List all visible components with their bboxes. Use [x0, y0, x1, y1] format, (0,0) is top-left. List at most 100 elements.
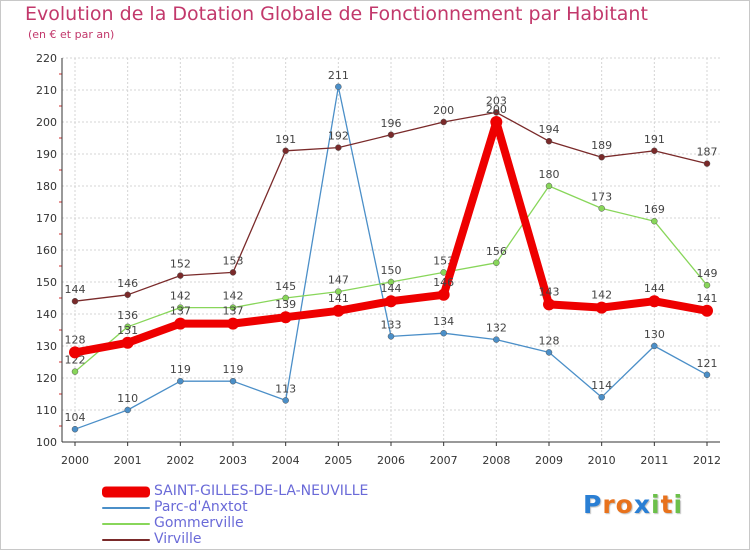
data-point: [701, 304, 713, 317]
data-point: [71, 425, 79, 433]
data-label: 192: [328, 130, 349, 143]
data-label: 150: [381, 264, 402, 277]
data-label: 149: [697, 267, 718, 280]
y-tick-label: 180: [36, 180, 57, 193]
data-point: [282, 397, 289, 404]
x-tick-label: 2002: [166, 454, 194, 467]
data-label: 200: [486, 103, 507, 116]
data-label: 147: [328, 274, 349, 287]
data-point: [651, 342, 658, 350]
data-point: [71, 297, 79, 305]
logo-letter: i: [651, 490, 661, 519]
data-point: [121, 336, 134, 349]
data-point: [703, 371, 711, 379]
y-tick-label: 130: [36, 340, 57, 353]
data-label: 144: [644, 282, 665, 295]
x-tick-label: 2008: [482, 454, 510, 467]
data-point: [124, 291, 131, 299]
data-label: 137: [223, 305, 244, 318]
chart-subtitle: (en € et par an): [28, 28, 115, 41]
data-point: [69, 346, 81, 359]
data-label: 173: [591, 190, 612, 203]
data-point: [703, 281, 711, 289]
data-point: [545, 349, 553, 356]
data-point: [124, 323, 131, 331]
logo-letter: P: [583, 490, 603, 519]
y-tick-label: 140: [36, 308, 57, 321]
data-point: [648, 295, 661, 308]
y-tick-label: 210: [36, 84, 57, 97]
data-point: [545, 137, 553, 145]
legend-label: Virville: [154, 531, 202, 547]
data-point: [437, 288, 450, 301]
legend-swatch: [100, 532, 152, 548]
y-tick-label: 200: [36, 116, 57, 129]
y-tick-label: 120: [36, 372, 57, 385]
data-point: [387, 278, 395, 286]
data-point: [385, 295, 397, 308]
data-point: [598, 153, 605, 161]
data-point: [493, 259, 500, 267]
logo-letter: x: [633, 490, 651, 519]
data-label: 119: [170, 363, 191, 376]
data-label: 146: [117, 277, 138, 290]
data-label: 143: [539, 285, 560, 298]
data-label: 122: [65, 354, 86, 367]
data-point: [177, 272, 184, 279]
x-tick-label: 2011: [640, 454, 668, 467]
data-label: 142: [591, 289, 612, 302]
data-label: 142: [223, 290, 244, 303]
data-point: [227, 317, 239, 330]
data-point: [598, 205, 605, 212]
y-tick-label: 110: [36, 404, 57, 417]
data-point: [703, 160, 711, 167]
data-point: [174, 317, 187, 330]
data-point: [598, 393, 605, 401]
y-tick-label: 150: [36, 276, 57, 289]
data-label: 128: [65, 333, 86, 346]
data-label: 119: [223, 363, 244, 376]
data-point: [229, 377, 237, 385]
data-point: [335, 288, 342, 295]
data-label: 203: [486, 94, 507, 107]
y-tick-label: 170: [36, 212, 57, 225]
data-label: 196: [381, 117, 402, 130]
legend-label: SAINT-GILLES-DE-LA-NEUVILLE: [154, 483, 369, 499]
data-point: [543, 298, 555, 311]
data-point: [71, 368, 79, 375]
data-point: [440, 118, 447, 126]
data-point: [493, 336, 500, 343]
data-label: 141: [697, 292, 718, 305]
data-point: [177, 377, 184, 385]
x-tick-label: 2007: [430, 454, 458, 467]
data-point: [493, 109, 500, 116]
data-point: [387, 131, 395, 139]
proxiti-logo: Proxiti: [583, 490, 683, 519]
data-label: 156: [486, 245, 507, 258]
data-point: [651, 217, 658, 225]
data-point: [387, 333, 395, 340]
data-label: 132: [486, 322, 507, 335]
data-label: 211: [328, 69, 349, 82]
x-tick-label: 2005: [324, 454, 352, 467]
y-tick-label: 190: [36, 148, 57, 161]
legend-swatch: [100, 500, 152, 516]
data-label: 128: [539, 334, 560, 347]
data-point: [332, 304, 345, 317]
data-point: [335, 144, 342, 151]
data-point: [651, 147, 658, 155]
data-label: 131: [117, 324, 138, 337]
x-tick-label: 2010: [588, 454, 616, 467]
data-point: [595, 301, 608, 314]
x-tick-label: 2004: [272, 454, 300, 467]
data-label: 145: [275, 280, 296, 293]
data-label: 130: [644, 328, 665, 341]
data-label: 110: [117, 392, 138, 405]
data-label: 194: [539, 123, 560, 136]
data-label: 114: [591, 379, 612, 392]
data-point: [440, 329, 447, 337]
x-tick-label: 2006: [377, 454, 405, 467]
x-tick-label: 2001: [114, 454, 142, 467]
y-tick-label: 160: [36, 244, 57, 257]
data-label: 200: [433, 104, 454, 117]
